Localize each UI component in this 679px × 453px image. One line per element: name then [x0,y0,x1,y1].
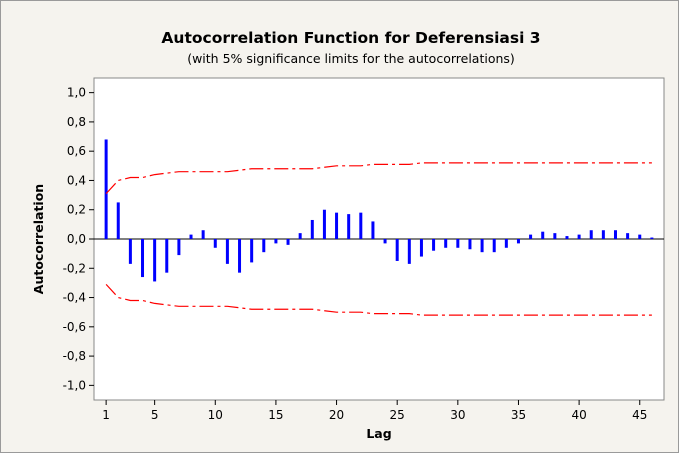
x-tick-label: 20 [329,408,344,422]
y-axis-label: Autocorrelation [31,184,46,294]
x-axis-label: Lag [366,426,391,441]
y-axis: 1,0 0,8 0,6 0,4 0,2 0,0 -0,2 -0,4 -0,6 -0,8 -1,0 [63,86,94,392]
acf-bar [250,239,254,263]
y-tick-label: 1,0 [67,86,86,100]
acf-bar [638,234,642,239]
acf-bar [589,230,593,239]
acf-bar [529,234,533,239]
x-tick-label: 40 [571,408,586,422]
acf-bar [225,239,229,264]
y-tick-label: 0,4 [67,173,86,187]
acf-bar [213,239,217,248]
acf-bar [153,239,157,282]
upper-significance-limit [105,162,652,195]
acf-bar [177,239,181,256]
x-tick-label: 15 [268,408,283,422]
acf-bar [650,237,654,239]
x-tick-label: 10 [208,408,223,422]
acf-bar [141,239,145,278]
acf-bar [322,209,326,239]
x-tick-label: 25 [390,408,405,422]
acf-bar [553,233,557,239]
acf-bar [480,239,484,253]
acf-bar [274,239,278,244]
acf-bar [577,234,581,239]
x-axis: 1 5 10 15 20 25 30 35 40 45 [102,400,647,422]
y-tick-label: 0,6 [67,144,86,158]
acf-bar [335,212,339,239]
acf-bar [419,239,423,257]
acf-bar [104,139,108,239]
acf-bar [165,239,169,273]
acf-bar [128,239,132,264]
acf-bar [116,202,120,239]
acf-bar [626,233,630,239]
x-tick-label: 5 [151,408,159,422]
acf-bar [444,239,448,248]
x-tick-label: 1 [102,408,110,422]
y-tick-label: -0,4 [63,291,86,305]
acf-bar [407,239,411,264]
acf-bar [432,239,436,251]
acf-bars [94,139,664,282]
acf-bar [468,239,472,250]
acf-bar [504,239,508,248]
significance-limits [105,162,652,316]
chart-title: Autocorrelation Function for Deferensias… [161,29,540,47]
x-tick-label: 45 [632,408,647,422]
acf-bar [298,233,302,239]
acf-bar [371,221,375,239]
acf-bar [613,230,617,239]
acf-bar [310,219,314,239]
x-tick-label: 30 [450,408,465,422]
acf-bar [516,239,520,244]
acf-bar [383,239,387,244]
y-tick-label: -0,2 [63,261,86,275]
y-tick-label: -0,6 [63,320,86,334]
acf-bar [262,239,266,253]
y-tick-label: 0,8 [67,115,86,129]
acf-bar [395,239,399,261]
acf-bar [541,231,545,239]
acf-bar [359,212,363,239]
acf-bar [201,230,205,239]
acf-bar [238,239,242,273]
acf-bar [565,236,569,239]
lower-significance-limit [105,283,652,316]
y-tick-label: -0,8 [63,349,86,363]
chart-subtitle: (with 5% significance limits for the aut… [187,51,515,66]
acf-bar [601,230,605,239]
acf-bar [347,214,351,239]
acf-bar [189,234,193,239]
acf-bar [492,239,496,253]
y-tick-label: -1,0 [63,378,86,392]
y-tick-label: 0,2 [67,203,86,217]
acf-bar [286,239,290,245]
x-tick-label: 35 [511,408,526,422]
acf-bar [456,239,460,248]
y-tick-label: 0,0 [67,232,86,246]
